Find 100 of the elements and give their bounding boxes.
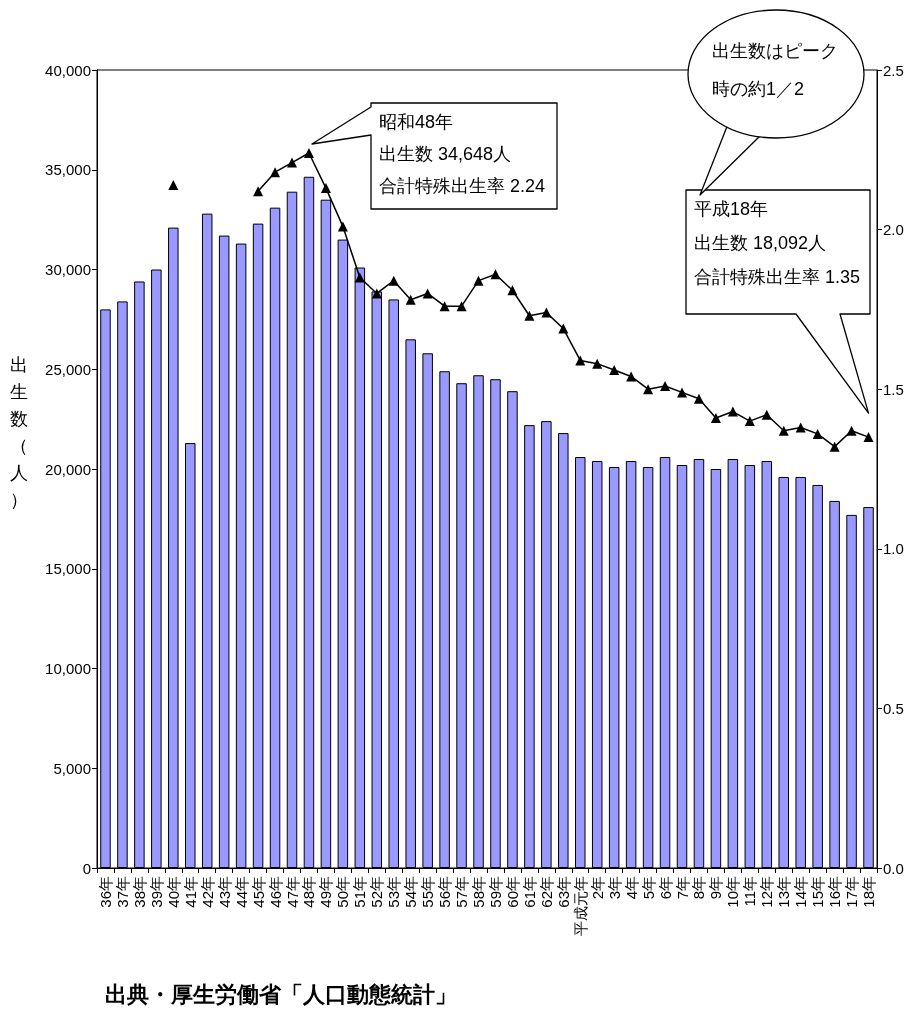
point (829, 441, 840, 452)
x-tick-label: 56年 (436, 876, 454, 908)
annotation: 出生数 18,092人 (694, 232, 827, 254)
y-tick-label: 10,000 (45, 660, 91, 677)
x-tick-label: 48年 (300, 876, 318, 908)
x-tick-label: 63年 (554, 876, 572, 908)
point (303, 147, 314, 158)
y-tick-label: 35,000 (45, 161, 91, 179)
x-tick-label: 7年 (673, 876, 691, 900)
x-tick-label: 5年 (639, 876, 657, 900)
y2-tick-label: 2.0 (883, 221, 904, 239)
point (490, 269, 501, 280)
x-tick-label: 3年 (605, 876, 623, 900)
point (320, 183, 331, 194)
y2-tick-label: 0.0 (883, 859, 904, 877)
x-tick-label: 51年 (351, 876, 369, 908)
point (524, 310, 535, 321)
x-tick-label: 41年 (181, 876, 199, 908)
x-tick-label: 37年 (113, 876, 131, 908)
x-tick-label: 58年 (470, 876, 488, 908)
x-tick-label: 39年 (147, 876, 165, 908)
point (541, 307, 552, 318)
x-tick-label: 49年 (317, 876, 335, 908)
annotation: 昭和48年 (379, 111, 454, 133)
x-tick-label: 4年 (622, 876, 640, 900)
point (439, 301, 450, 312)
annotation: 合計特殊出生率 2.24 (379, 175, 546, 197)
x-tick-label: 14年 (792, 876, 810, 908)
x-tick-label: 9年 (707, 876, 725, 900)
point (693, 393, 704, 404)
point (253, 186, 264, 197)
point (270, 167, 281, 178)
y-tick-label: 5,000 (53, 759, 91, 777)
annotation: 平成18年 (694, 198, 769, 220)
point (354, 272, 365, 283)
point (287, 157, 297, 168)
x-tick-label: 40年 (164, 876, 182, 908)
x-tick-label: 36年 (96, 876, 114, 908)
point (507, 285, 518, 296)
point (337, 221, 348, 232)
annotation: 合計特殊出生率 1.35 (694, 266, 861, 288)
x-tick-label: 54年 (402, 876, 420, 908)
x-tick-label: 12年 (758, 876, 776, 908)
x-tick-label: 55年 (419, 876, 437, 908)
point (812, 428, 823, 439)
point (846, 425, 857, 436)
x-tick-label: 6年 (656, 876, 674, 900)
point (473, 275, 484, 286)
x-tick-label: 46年 (266, 876, 284, 908)
x-tick-label: 8年 (690, 876, 708, 900)
x-tick-label: 38年 (130, 876, 148, 908)
x-tick-label: 47年 (283, 876, 301, 908)
y-axis-title: 出生数（人） (9, 354, 29, 512)
x-tick-label: 45年 (249, 876, 267, 908)
x-tick-label: 16年 (826, 876, 844, 908)
y2-tick-label: 2.5 (883, 61, 904, 79)
x-tick-label: 44年 (232, 876, 250, 908)
x-tick-label: 43年 (215, 876, 233, 908)
point (727, 406, 738, 417)
point (660, 381, 671, 392)
point (744, 416, 755, 427)
point (795, 422, 806, 433)
annotation: 出生数 34,648人 (379, 143, 512, 165)
y2-tick-label: 1.5 (883, 380, 904, 398)
point (677, 387, 687, 398)
y-tick-label: 30,000 (45, 261, 91, 278)
x-tick-label: 平成元年 (571, 876, 589, 936)
x-tick-label: 53年 (385, 876, 403, 908)
x-tick-label: 17年 (843, 876, 861, 908)
point (626, 371, 637, 382)
point (592, 358, 603, 369)
x-tick-label: 62年 (537, 876, 555, 908)
x-tick-label: 2年 (588, 876, 606, 900)
point (558, 323, 569, 334)
y-tick-label: 15,000 (45, 560, 91, 578)
x-tick-label: 42年 (198, 876, 216, 908)
x-tick-label: 13年 (775, 876, 793, 908)
x-tick-label: 18年 (860, 876, 878, 908)
x-tick-label: 15年 (809, 876, 827, 908)
x-tick-label: 61年 (520, 876, 538, 908)
y-tick-label: 20,000 (45, 460, 91, 478)
point (168, 179, 179, 190)
y2-tick-label: 0.5 (883, 699, 904, 717)
y2-tick-label: 1.0 (883, 540, 904, 558)
x-tick-label: 57年 (453, 876, 471, 908)
x-tick-label: 11年 (741, 876, 759, 907)
point (388, 275, 399, 286)
x-tick-label: 52年 (368, 876, 386, 908)
y-tick-label: 40,000 (45, 61, 91, 79)
source-note: 出典・厚生労働省「人口動態統計」 (105, 982, 457, 1008)
y-tick-label: 25,000 (45, 360, 91, 378)
point (643, 384, 654, 395)
point (778, 425, 789, 436)
point (405, 294, 416, 305)
x-tick-label: 60年 (503, 876, 521, 908)
annotation: 時の約1／2 (712, 78, 805, 100)
point (371, 288, 382, 299)
x-tick-label: 59年 (486, 876, 504, 908)
x-tick-label: 10年 (724, 876, 742, 908)
point (422, 288, 433, 299)
